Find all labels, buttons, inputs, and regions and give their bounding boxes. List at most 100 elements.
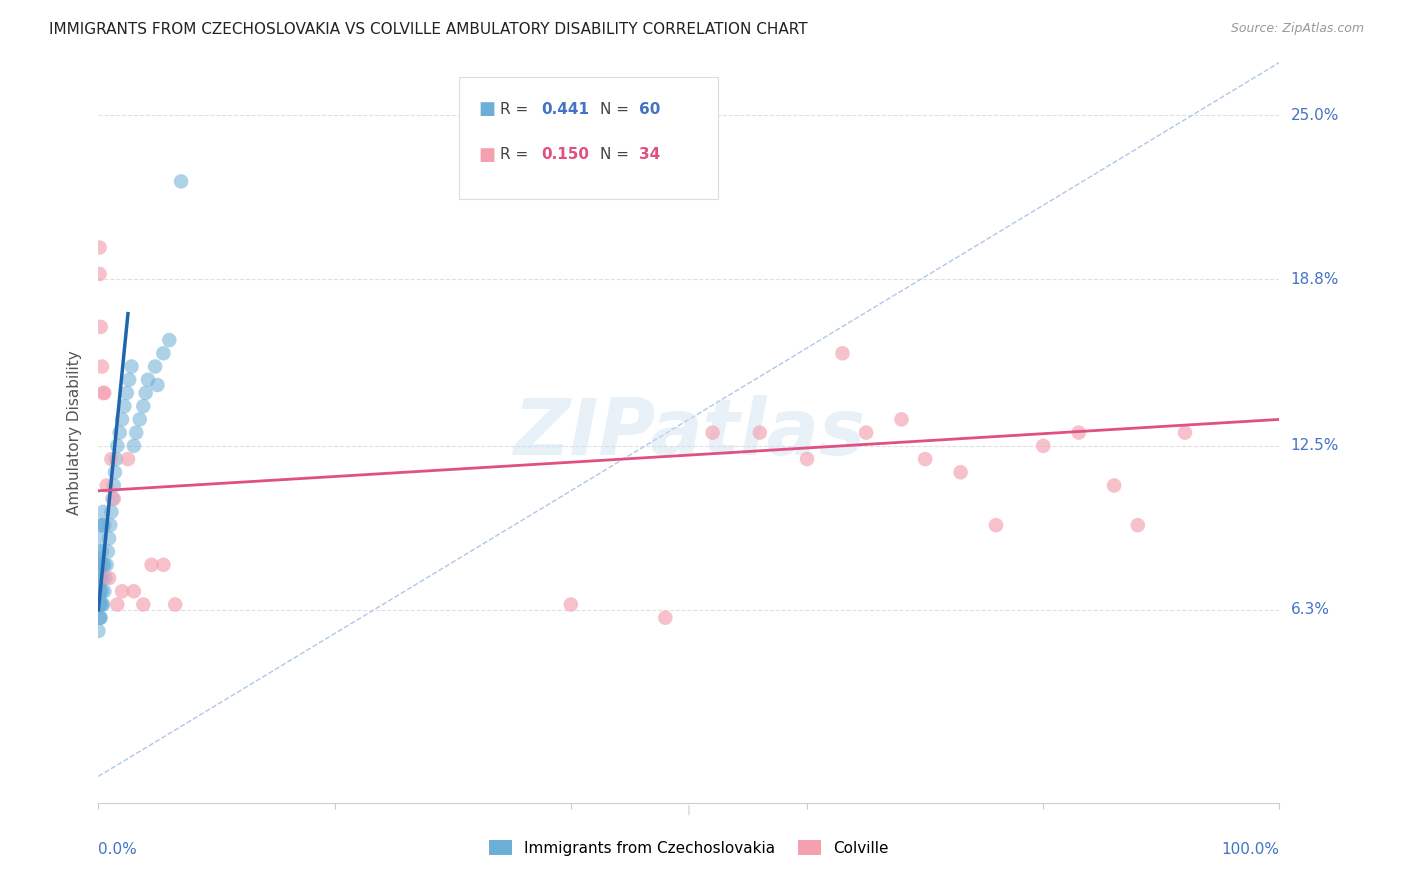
Point <box>100 452 122 467</box>
Point <box>165 598 187 612</box>
Point <box>96 478 118 492</box>
Point <box>111 412 134 426</box>
Point <box>90 598 112 612</box>
Point <box>89 552 111 566</box>
Point <box>89 590 111 604</box>
Point <box>97 544 120 558</box>
Point <box>115 386 138 401</box>
Point <box>91 598 114 612</box>
Point <box>105 598 128 612</box>
Text: 0.0%: 0.0% <box>98 842 138 856</box>
FancyBboxPatch shape <box>458 78 718 200</box>
Point <box>128 412 150 426</box>
Point <box>101 491 124 506</box>
Point <box>89 598 111 612</box>
Point <box>90 319 112 334</box>
Point <box>98 571 121 585</box>
Point <box>90 611 112 625</box>
Point <box>170 174 193 188</box>
Point <box>984 518 1007 533</box>
Point <box>89 267 111 281</box>
Text: N =: N = <box>600 147 634 162</box>
Text: Source: ZipAtlas.com: Source: ZipAtlas.com <box>1230 22 1364 36</box>
Text: N =: N = <box>600 102 634 117</box>
Text: 12.5%: 12.5% <box>1291 438 1339 453</box>
Point <box>91 558 114 572</box>
Point <box>654 611 676 625</box>
Point <box>135 386 157 401</box>
Point <box>93 584 115 599</box>
Point <box>157 333 180 347</box>
Point <box>122 439 145 453</box>
Point <box>91 505 114 519</box>
Text: 6.3%: 6.3% <box>1291 602 1330 617</box>
Point <box>152 558 174 572</box>
Y-axis label: Ambulatory Disability: Ambulatory Disability <box>67 351 83 515</box>
Point <box>560 598 582 612</box>
Text: IMMIGRANTS FROM CZECHOSLOVAKIA VS COLVILLE AMBULATORY DISABILITY CORRELATION CHA: IMMIGRANTS FROM CZECHOSLOVAKIA VS COLVIL… <box>49 22 808 37</box>
Point <box>90 584 112 599</box>
Point <box>89 563 111 577</box>
Point <box>855 425 877 440</box>
Point <box>98 518 121 533</box>
Point <box>914 452 936 467</box>
Point <box>122 584 145 599</box>
Point <box>93 386 115 401</box>
Text: R =: R = <box>501 147 533 162</box>
Point <box>89 544 111 558</box>
Point <box>89 598 111 612</box>
Text: ■: ■ <box>478 100 496 118</box>
Point <box>1067 425 1090 440</box>
Point <box>890 412 912 426</box>
Point <box>93 558 115 572</box>
Point <box>89 598 111 612</box>
Point <box>141 558 163 572</box>
Point <box>132 598 155 612</box>
Point <box>949 465 972 479</box>
Text: ZIPatlas: ZIPatlas <box>513 394 865 471</box>
Point <box>89 579 111 593</box>
Point <box>89 571 111 585</box>
Point <box>152 346 174 360</box>
Point <box>87 624 110 638</box>
Legend: Immigrants from Czechoslovakia, Colville: Immigrants from Czechoslovakia, Colville <box>482 834 896 862</box>
Point <box>98 532 121 546</box>
Point <box>111 584 134 599</box>
Text: 0.150: 0.150 <box>541 147 589 162</box>
Point <box>91 386 114 401</box>
Point <box>91 359 114 374</box>
Point <box>1174 425 1197 440</box>
Text: 60: 60 <box>640 102 661 117</box>
Point <box>118 373 141 387</box>
Point <box>146 378 169 392</box>
Point <box>91 544 114 558</box>
Point <box>103 478 125 492</box>
Point <box>132 399 155 413</box>
Text: 25.0%: 25.0% <box>1291 108 1339 123</box>
Point <box>1102 478 1125 492</box>
Point <box>105 439 128 453</box>
Point <box>91 571 114 585</box>
Point <box>89 558 111 572</box>
Text: 100.0%: 100.0% <box>1222 842 1279 856</box>
Point <box>121 359 143 374</box>
Point <box>89 584 111 599</box>
Point <box>1126 518 1149 533</box>
Point <box>103 491 125 506</box>
Text: R =: R = <box>501 102 533 117</box>
Point <box>90 518 112 533</box>
Point <box>91 598 114 612</box>
Point <box>136 373 159 387</box>
Text: 18.8%: 18.8% <box>1291 272 1339 286</box>
Point <box>112 399 135 413</box>
Point <box>748 425 770 440</box>
Point <box>94 571 117 585</box>
Point <box>117 452 139 467</box>
Point <box>125 425 148 440</box>
Point <box>93 518 115 533</box>
Text: 34: 34 <box>640 147 661 162</box>
Point <box>1032 439 1054 453</box>
Point <box>831 346 853 360</box>
Point <box>100 505 122 519</box>
Text: ■: ■ <box>478 146 496 164</box>
